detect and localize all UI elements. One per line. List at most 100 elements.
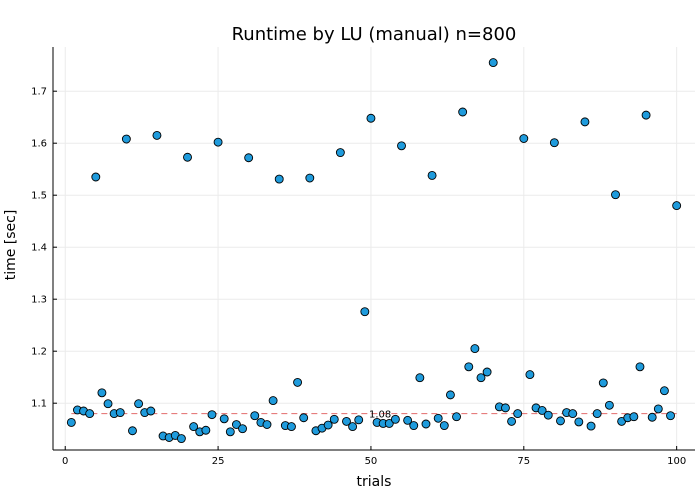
data-point <box>556 416 565 426</box>
data-point <box>543 410 553 420</box>
y-tick-labels: 1.1 1.2 1.3 1.4 1.5 1.6 1.7 <box>31 87 57 410</box>
y-axis-label: time [sec] <box>3 210 19 281</box>
data-point <box>274 174 284 184</box>
data-point <box>586 421 596 431</box>
x-axis-label: trials <box>357 474 392 490</box>
data-point <box>268 396 278 406</box>
data-point <box>439 421 449 431</box>
x-tick-label: 75 <box>517 456 530 467</box>
data-point <box>409 421 419 431</box>
x-tick-label: 50 <box>365 456 378 467</box>
data-point <box>659 386 669 396</box>
data-point <box>592 409 602 419</box>
data-point <box>293 377 303 387</box>
y-tick-label: 1.2 <box>31 347 47 358</box>
data-point <box>85 409 95 419</box>
data-point <box>103 399 113 409</box>
data-point <box>647 412 657 422</box>
data-point <box>213 137 223 147</box>
data-point <box>121 134 131 144</box>
data-point <box>128 426 137 436</box>
data-point <box>189 422 199 432</box>
y-tick-label: 1.1 <box>31 399 47 410</box>
data-point <box>183 152 192 162</box>
data-point <box>354 415 364 425</box>
data-point <box>568 409 578 419</box>
data-point <box>653 404 663 414</box>
data-point <box>403 415 413 425</box>
data-point <box>604 400 614 410</box>
data-point <box>580 117 590 127</box>
data-point <box>445 390 455 400</box>
data-point <box>134 399 144 409</box>
data-point <box>287 422 296 432</box>
data-point <box>238 424 247 434</box>
data-point <box>433 413 443 423</box>
data-point <box>201 425 211 435</box>
data-point <box>115 408 125 418</box>
data-point <box>299 413 309 423</box>
data-point <box>207 410 217 420</box>
reference-line-label: 1.08 <box>369 410 391 421</box>
y-tick-label: 1.5 <box>31 191 47 202</box>
data-point <box>537 406 547 415</box>
data-point <box>519 134 529 143</box>
y-tick-label: 1.6 <box>31 139 47 150</box>
data-point <box>501 403 510 413</box>
data-point <box>525 370 535 380</box>
data-point <box>91 172 101 182</box>
data-point <box>97 388 107 398</box>
data-point <box>305 173 315 183</box>
data-point <box>348 422 358 432</box>
data-point <box>335 148 345 158</box>
data-point <box>574 417 584 427</box>
data-point <box>250 411 260 421</box>
data-point <box>397 141 406 151</box>
data-points <box>66 58 682 444</box>
data-point <box>672 201 682 211</box>
data-point <box>384 419 394 428</box>
data-point <box>146 406 156 416</box>
x-tick-labels: 0 25 50 75 100 <box>62 446 686 467</box>
data-point <box>629 412 639 422</box>
data-point <box>415 373 425 383</box>
data-point <box>427 170 437 180</box>
data-point <box>219 414 229 424</box>
data-point <box>458 107 468 117</box>
chart-title: Runtime by LU (manual) n=800 <box>232 24 517 45</box>
data-point <box>507 416 517 426</box>
x-tick-label: 0 <box>62 456 68 467</box>
data-point <box>329 414 339 424</box>
data-point <box>152 130 162 140</box>
data-point <box>488 58 498 68</box>
data-point <box>598 378 608 388</box>
data-point <box>366 113 376 123</box>
data-point <box>666 411 675 421</box>
data-point <box>464 362 474 372</box>
data-point <box>641 110 651 120</box>
data-point <box>176 434 186 444</box>
y-tick-label: 1.7 <box>31 87 47 98</box>
data-point <box>549 138 559 148</box>
data-point <box>262 420 272 429</box>
axes <box>52 47 695 451</box>
data-point <box>225 427 235 437</box>
data-point <box>244 153 254 163</box>
data-point <box>342 416 351 426</box>
x-tick-label: 25 <box>212 456 225 467</box>
data-point <box>390 414 400 424</box>
data-point <box>611 190 620 200</box>
data-point <box>421 419 431 429</box>
y-tick-label: 1.3 <box>31 295 47 306</box>
data-point <box>476 373 486 383</box>
data-point <box>513 409 523 419</box>
data-point <box>231 420 241 429</box>
data-point <box>470 344 480 354</box>
data-point <box>635 362 645 372</box>
data-point <box>452 412 461 422</box>
data-point <box>482 367 492 377</box>
data-point <box>66 417 76 427</box>
data-point <box>323 420 333 430</box>
y-tick-label: 1.4 <box>31 243 47 254</box>
